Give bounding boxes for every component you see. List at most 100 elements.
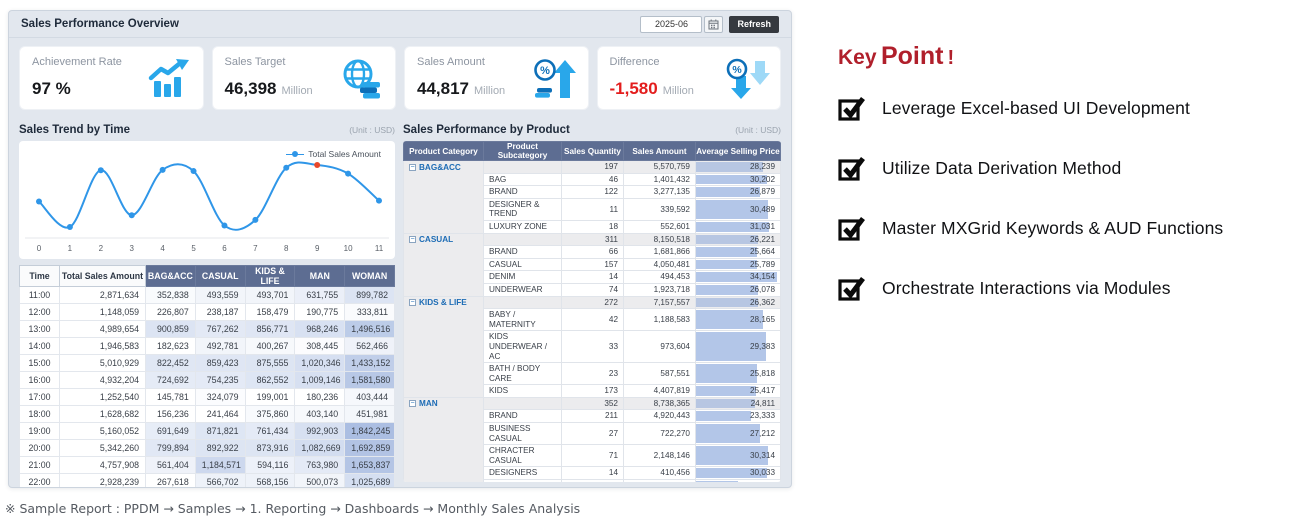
value-cell: 822,452 [145, 354, 196, 372]
product-subcategory-row[interactable]: BUSINESS CASUAL 27 722,270 27,212 [404, 422, 781, 446]
subcategory-cell: DESIGNERS [483, 466, 562, 481]
product-subcategory-row[interactable]: BRAND 211 4,920,443 23,333 [404, 409, 781, 424]
data-point[interactable] [128, 212, 135, 219]
time-table-row[interactable]: 16:00 4,932,204 724,692 754,235 862,552 1,009… [19, 371, 395, 389]
value-cell: 594,116 [244, 456, 296, 474]
product-subcategory-row[interactable]: LUXURY ZONE 18 552,601 31,031 [404, 219, 781, 234]
kpi-value: 44,817 [417, 79, 469, 98]
product-subcategory-row[interactable]: DENIM 14 494,453 34,154 [404, 270, 781, 284]
value-cell: 4,050,481 [623, 257, 696, 272]
subcategory-cell: CHRACTER CASUAL [483, 444, 562, 468]
globe-money-icon [343, 59, 380, 99]
calendar-button[interactable] [704, 15, 724, 33]
time-table-row[interactable]: 22:00 2,928,239 267,618 566,702 568,156 500,0… [19, 473, 395, 487]
data-point-highlighted[interactable] [314, 162, 321, 168]
time-table-row[interactable]: 15:00 5,010,929 822,452 859,423 875,555 1,020… [19, 354, 395, 372]
data-bar [696, 234, 759, 245]
subcategory-cell [483, 295, 562, 310]
value-cell: 492,781 [194, 337, 246, 355]
product-group-row[interactable]: − MAN 352 8,738,365 24,811 [403, 396, 781, 482]
avg-price-cell: 28,239 [695, 160, 781, 174]
data-point[interactable] [283, 164, 290, 171]
value-cell: 14 [561, 270, 624, 284]
value-cell: 493,701 [244, 286, 296, 304]
product-group-row[interactable]: − BAG&ACC 197 5,570,759 28,239 [403, 160, 781, 234]
time-cell: 20:00 [19, 439, 60, 457]
value-cell: 1,401,432 [623, 172, 696, 187]
product-subcategory-row[interactable]: DESIGNER & TREND 11 339,592 30,489 [404, 197, 781, 221]
footer-breadcrumb: ※ Sample Report : PPDM → Samples → 1. Re… [5, 501, 581, 516]
value-cell: 2,871,634 [59, 286, 146, 304]
product-table-card: Product Category Product Subcategory Sales… [403, 141, 781, 482]
value-cell: 158,479 [244, 303, 296, 321]
product-group-row[interactable]: − CASUAL 311 8,150,518 26,221 [403, 232, 781, 297]
data-bar [696, 221, 770, 232]
product-subcategory-row[interactable]: CHRACTER CASUAL 71 2,148,146 30,314 [404, 444, 781, 468]
data-point[interactable] [159, 166, 166, 173]
product-subcategory-row[interactable]: BABY / MATERNITY 42 1,188,583 28,165 [404, 308, 781, 332]
collapse-icon[interactable]: − [409, 163, 416, 171]
time-table-row[interactable]: 17:00 1,252,540 145,781 324,079 199,001 180,2… [19, 388, 395, 406]
product-table-column-header: Average Selling Price [695, 141, 781, 161]
value-cell: 66 [561, 245, 624, 259]
refresh-button[interactable]: Refresh [729, 15, 779, 33]
data-bar [696, 481, 738, 482]
value-cell: 14 [561, 466, 624, 481]
calendar-icon [708, 19, 719, 29]
subcategory-cell: BRAND [483, 245, 562, 259]
data-point[interactable] [97, 167, 104, 174]
time-table-row[interactable]: 14:00 1,946,583 182,623 492,781 400,267 308,4… [19, 337, 395, 355]
product-subcategory-row[interactable]: CASUAL 157 4,050,481 25,789 [404, 257, 781, 272]
collapse-icon[interactable]: − [409, 299, 416, 307]
data-point[interactable] [190, 168, 197, 175]
product-category-label: MAN [419, 399, 438, 409]
product-category-cell: − CASUAL [403, 232, 484, 297]
time-table-row[interactable]: 20:00 5,342,260 799,894 892,922 873,916 1,082… [19, 439, 395, 457]
value-cell: 1,082,669 [294, 439, 346, 457]
date-input[interactable]: 2025-06 [640, 15, 703, 33]
time-table-row[interactable]: 13:00 4,989,654 900,859 767,262 856,771 968,2… [19, 320, 395, 338]
value-cell: 537,050 [623, 479, 696, 482]
data-point[interactable] [66, 224, 73, 230]
dashboard-panel: Sales Performance Overview 2025-06 Refre… [8, 10, 792, 488]
subcategory-cell [483, 232, 562, 247]
value-cell: 352,838 [145, 286, 196, 304]
product-subcategory-row[interactable]: BATH / BODY CARE 23 587,551 25,818 [404, 362, 781, 386]
product-subcategory-row[interactable]: KIDS UNDERWEAR / AC 33 973,604 29,383 [404, 330, 781, 364]
time-table-row[interactable]: 12:00 1,148,059 226,807 238,187 158,479 190,7… [19, 303, 395, 321]
value-cell: 182,623 [145, 337, 196, 355]
avg-price-cell: 25,664 [695, 245, 781, 259]
product-subcategory-row[interactable]: BRAND 122 3,277,135 26,879 [404, 185, 781, 199]
collapse-icon[interactable]: − [409, 236, 416, 244]
data-bar [696, 247, 757, 257]
value-cell: 272 [561, 295, 624, 310]
value-cell: 856,771 [244, 320, 296, 338]
product-subcategory-row[interactable]: TOWN CASUAL30537,05017,761 [404, 479, 781, 482]
time-table-column-header: BAG&ACC [145, 265, 196, 287]
time-table-row[interactable]: 11:00 2,871,634 352,838 493,559 493,701 631,7… [19, 286, 395, 304]
product-subcategory-row[interactable]: UNDERWEAR 74 1,923,718 26,078 [404, 282, 781, 297]
kpi-value: 97 % [32, 79, 71, 98]
data-bar [696, 332, 766, 362]
value-cell: 403,140 [294, 405, 346, 423]
time-table-row[interactable]: 18:00 1,628,682 156,236 241,464 375,860 403,1… [19, 405, 395, 423]
data-point[interactable] [221, 222, 228, 229]
product-group-row[interactable]: − KIDS & LIFE 272 7,157,557 26,362 [403, 295, 781, 398]
x-axis-tick-label: 4 [160, 244, 165, 253]
collapse-icon[interactable]: − [409, 400, 416, 408]
value-cell: 238,187 [194, 303, 246, 321]
legend-item-total-sales[interactable]: Total Sales Amount [286, 149, 381, 159]
data-point[interactable] [345, 170, 352, 177]
dashboard-sections: Sales Trend by Time (Unit : USD) Total S… [9, 118, 791, 487]
time-table-column-header: Time [19, 265, 60, 287]
value-cell: 5,342,260 [59, 439, 146, 457]
data-bar [696, 446, 768, 466]
bar-chart-trend-up-icon [148, 59, 189, 97]
data-point[interactable] [252, 216, 259, 223]
time-table-row[interactable]: 21:00 4,757,908 561,404 1,184,571 594,116 763… [19, 456, 395, 474]
time-table-row[interactable]: 19:00 5,160,052 691,649 871,821 761,434 992,9… [19, 422, 395, 440]
data-point[interactable] [376, 197, 382, 204]
kpi-label: Achievement Rate [32, 56, 122, 68]
product-subcategory-row[interactable]: KIDS 173 4,407,819 25,417 [404, 384, 781, 398]
data-point[interactable] [36, 198, 42, 205]
